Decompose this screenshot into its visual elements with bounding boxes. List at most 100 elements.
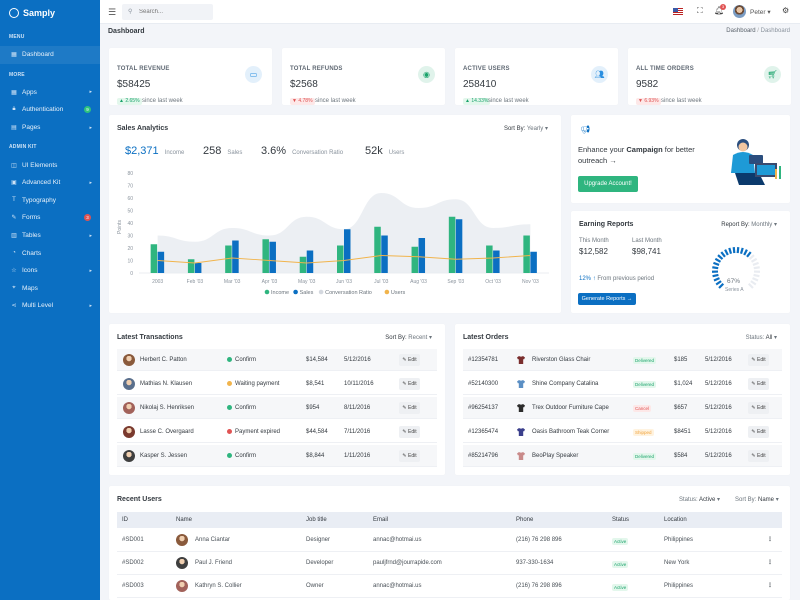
- gauge-tick: [714, 257, 722, 263]
- kpi-income: $2,371 Income: [125, 145, 184, 157]
- sidebar-item-pages[interactable]: ▤ Pages ▸: [0, 119, 100, 137]
- edit-button[interactable]: ✎ Edit: [399, 378, 420, 390]
- email[interactable]: pauljfrnd@jourrapide.com: [373, 560, 442, 566]
- chevron-right-icon: ▸: [89, 89, 92, 96]
- sidebar-item-apps[interactable]: ▦ Apps ▸: [0, 84, 100, 102]
- stat-since: since last week: [661, 98, 702, 104]
- sort-dropdown[interactable]: Sort By: Name ▾: [735, 497, 779, 503]
- edit-button[interactable]: ✎ Edit: [399, 426, 420, 438]
- card-title: Latest Orders: [463, 334, 509, 341]
- bell-icon[interactable]: 🔔︎: [714, 6, 725, 15]
- users-icon: 👥︎: [591, 66, 608, 83]
- price: $1,024: [674, 381, 693, 387]
- kpi-label: Users: [388, 150, 405, 156]
- brand-logo[interactable]: Samply: [0, 0, 100, 26]
- sidebar-item-charts[interactable]: ◔ Charts: [0, 244, 100, 262]
- sidebar-item-dashboard[interactable]: ▦ Dashboard: [0, 46, 100, 64]
- email[interactable]: annac@hotmai.us: [373, 583, 422, 589]
- sidebar-item-icons[interactable]: ☆ Icons ▸: [0, 262, 100, 280]
- user-menu[interactable]: Peter ▾: [750, 9, 771, 16]
- upgrade-account-button[interactable]: Upgrade Account!: [578, 176, 638, 192]
- status-cell: Waiting payment: [227, 373, 279, 395]
- pencil-icon: ✎: [402, 405, 408, 411]
- kpi-value: 52k: [365, 145, 383, 157]
- notification-badge: 3: [720, 4, 726, 10]
- sidebar-item-tables[interactable]: ▥ Tables ▸: [0, 227, 100, 245]
- status-filter-value: Active: [699, 497, 716, 503]
- edit-button[interactable]: ✎ Edit: [748, 426, 769, 438]
- edit-button[interactable]: ✎ Edit: [748, 450, 769, 462]
- sidebar-item-forms[interactable]: ✎ Forms 3: [0, 209, 100, 227]
- menu-toggle-icon[interactable]: ☰: [108, 7, 117, 17]
- legend-label: Conversation Ratio: [325, 290, 372, 296]
- y-tick-label: 10: [127, 259, 133, 265]
- status-dropdown[interactable]: Status: All ▾: [745, 335, 777, 341]
- date: 7/11/2016: [344, 429, 371, 435]
- search-input[interactable]: [122, 4, 213, 20]
- column-header: Status: [612, 517, 630, 523]
- settings-gear-icon[interactable]: ⚙: [782, 6, 790, 15]
- fullscreen-icon[interactable]: ⛶: [697, 6, 703, 15]
- avatar: [176, 534, 188, 546]
- status-cell: Confirm: [227, 445, 256, 467]
- legend-marker: [318, 289, 324, 295]
- order-id: #52140300: [468, 381, 499, 387]
- avatar: [123, 426, 135, 438]
- avatar: [123, 354, 135, 366]
- income-bar: [337, 245, 344, 273]
- y-tick-label: 70: [127, 184, 133, 190]
- order-status-badge: Delivered: [633, 357, 657, 364]
- sidebar-item-multi-level[interactable]: ⋖ Multi Level ▸: [0, 297, 100, 315]
- report-dropdown[interactable]: Report By: Monthly ▾: [721, 222, 777, 228]
- x-tick-label: Apr '03: [262, 279, 278, 285]
- more-vertical-icon[interactable]: ⋮: [767, 537, 773, 543]
- sidebar-item-typography[interactable]: T Typography: [0, 192, 100, 210]
- sales-bar: [455, 219, 463, 273]
- edit-button[interactable]: ✎ Edit: [399, 450, 420, 462]
- legend-label: Users: [391, 290, 406, 296]
- income-bar: [225, 245, 232, 273]
- generate-reports-button[interactable]: Generate Reports →: [578, 293, 636, 305]
- x-tick-label: 2003: [152, 279, 163, 285]
- edit-button[interactable]: ✎ Edit: [748, 378, 769, 390]
- gauge-tick: [712, 273, 719, 278]
- box-icon: ▣: [11, 180, 17, 187]
- job-title: Developer: [306, 560, 334, 566]
- edit-button[interactable]: ✎ Edit: [399, 402, 420, 414]
- user-avatar[interactable]: [733, 5, 746, 18]
- column-header: ID: [122, 517, 128, 523]
- sidebar-item-maps[interactable]: ⌖ Maps: [0, 280, 100, 298]
- users-table-header: ID Name Job title Email Phone Status Location: [117, 512, 782, 528]
- edit-button[interactable]: ✎ Edit: [748, 354, 769, 366]
- chevron-right-icon: ▸: [89, 302, 92, 309]
- amount: $954: [306, 405, 320, 411]
- report-value: Monthly: [751, 222, 773, 228]
- amount: $44,584: [306, 429, 328, 435]
- sort-value: Recent: [408, 335, 428, 341]
- breadcrumb-link[interactable]: Dashboard: [726, 28, 756, 34]
- sidebar-item-authentication[interactable]: 🔒︎ Authentication 9: [0, 101, 100, 119]
- email[interactable]: annac@hotmai.us: [373, 537, 422, 543]
- sales-chart: 0 10 20 30 40 50 60 70 80 Points 2003 Feb '03 Mar '0…: [117, 171, 549, 296]
- flag-icon[interactable]: [673, 8, 683, 15]
- edit-label: Edit: [756, 405, 766, 411]
- more-vertical-icon[interactable]: ⋮: [767, 583, 773, 589]
- gauge-tick: [752, 277, 759, 282]
- edit-icon: ✎: [11, 215, 17, 222]
- location: Philippines: [664, 583, 694, 589]
- sidebar-item-ui-elements[interactable]: ◫ UI Elements: [0, 156, 100, 174]
- sort-dropdown[interactable]: Sort By: Yearly ▾: [503, 126, 548, 132]
- edit-button[interactable]: ✎ Edit: [399, 354, 420, 366]
- sidebar-item-advanced-kit[interactable]: ▣ Advanced Kit ▸: [0, 174, 100, 192]
- order-row: #12354781 Riverston Glass Chair Delivered $…: [463, 349, 782, 371]
- order-id: #96254137: [468, 405, 499, 411]
- date: 5/12/2016: [705, 429, 732, 435]
- users-line: [157, 255, 531, 264]
- kpi-label: Sales: [227, 150, 243, 156]
- stat-label: TOTAL REVENUE: [117, 66, 170, 72]
- edit-button[interactable]: ✎ Edit: [748, 402, 769, 414]
- status-filter-dropdown[interactable]: Status: Active ▾: [679, 497, 721, 503]
- sort-dropdown[interactable]: Sort By: Recent ▾: [385, 335, 432, 341]
- more-vertical-icon[interactable]: ⋮: [767, 560, 773, 566]
- status-cell: Payment expired: [227, 421, 280, 443]
